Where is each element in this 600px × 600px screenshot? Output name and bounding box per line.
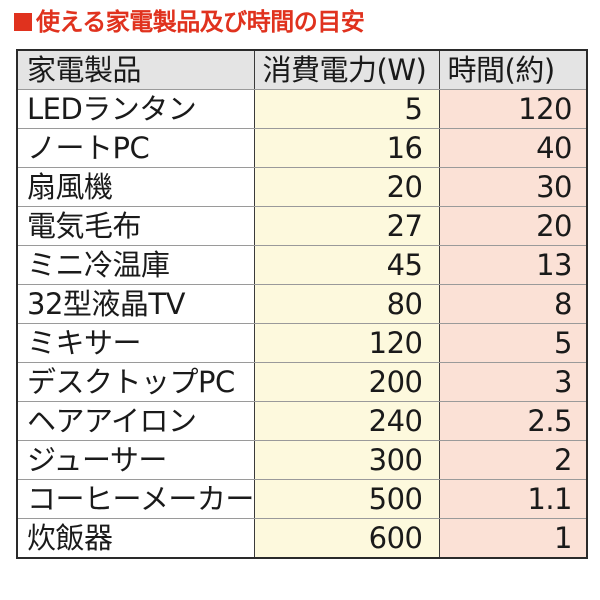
- table-row: ノートPC 16 40: [16, 128, 588, 168]
- power-watts: 5: [253, 89, 440, 129]
- table-header-row: 家電製品 消費電力(W) 時間(約): [16, 49, 588, 90]
- usage-hours: 1.1: [438, 479, 588, 519]
- usage-hours: 120: [438, 89, 588, 129]
- usage-hours: 30: [438, 167, 588, 207]
- appliance-name: 電気毛布: [16, 206, 255, 246]
- table-row: 32型液晶TV 80 8: [16, 284, 588, 324]
- table-row: ミキサー 120 5: [16, 323, 588, 363]
- appliance-name: LEDランタン: [16, 89, 255, 129]
- table-row: ジューサー 300 2: [16, 440, 588, 480]
- power-watts: 20: [253, 167, 440, 207]
- appliance-name: コーヒーメーカー: [16, 479, 255, 519]
- power-watts: 16: [253, 128, 440, 168]
- table-row: 炊飯器 600 1: [16, 518, 588, 559]
- power-watts: 80: [253, 284, 440, 324]
- power-watts: 240: [253, 401, 440, 441]
- usage-hours: 5: [438, 323, 588, 363]
- appliance-name: ノートPC: [16, 128, 255, 168]
- power-watts: 600: [253, 518, 440, 559]
- usage-hours: 2.5: [438, 401, 588, 441]
- power-watts: 120: [253, 323, 440, 363]
- column-header-appliance: 家電製品: [16, 49, 255, 90]
- table-row: 扇風機 20 30: [16, 167, 588, 207]
- page-title-text: 使える家電製品及び時間の目安: [36, 8, 365, 36]
- power-watts: 500: [253, 479, 440, 519]
- appliance-name: ミニ冷温庫: [16, 245, 255, 285]
- power-watts: 300: [253, 440, 440, 480]
- appliance-power-table: 家電製品 消費電力(W) 時間(約) LEDランタン 5 120 ノートPC 1…: [16, 49, 588, 559]
- appliance-name: デスクトップPC: [16, 362, 255, 402]
- table-row: デスクトップPC 200 3: [16, 362, 588, 402]
- appliance-name: ヘアアイロン: [16, 401, 255, 441]
- table-row: コーヒーメーカー 500 1.1: [16, 479, 588, 519]
- appliance-name: 32型液晶TV: [16, 284, 255, 324]
- usage-hours: 40: [438, 128, 588, 168]
- usage-hours: 1: [438, 518, 588, 559]
- column-header-power: 消費電力(W): [253, 49, 440, 90]
- table-row: ヘアアイロン 240 2.5: [16, 401, 588, 441]
- usage-hours: 13: [438, 245, 588, 285]
- appliance-name: 炊飯器: [16, 518, 255, 559]
- square-bullet-icon: [14, 13, 32, 31]
- table-row: LEDランタン 5 120: [16, 89, 588, 129]
- power-watts: 45: [253, 245, 440, 285]
- usage-hours: 8: [438, 284, 588, 324]
- usage-hours: 20: [438, 206, 588, 246]
- column-header-hours: 時間(約): [438, 49, 588, 90]
- table-row: ミニ冷温庫 45 13: [16, 245, 588, 285]
- power-watts: 200: [253, 362, 440, 402]
- usage-hours: 3: [438, 362, 588, 402]
- power-watts: 27: [253, 206, 440, 246]
- page-title: 使える家電製品及び時間の目安: [14, 6, 365, 38]
- table-row: 電気毛布 27 20: [16, 206, 588, 246]
- usage-hours: 2: [438, 440, 588, 480]
- appliance-name: ミキサー: [16, 323, 255, 363]
- appliance-name: ジューサー: [16, 440, 255, 480]
- appliance-name: 扇風機: [16, 167, 255, 207]
